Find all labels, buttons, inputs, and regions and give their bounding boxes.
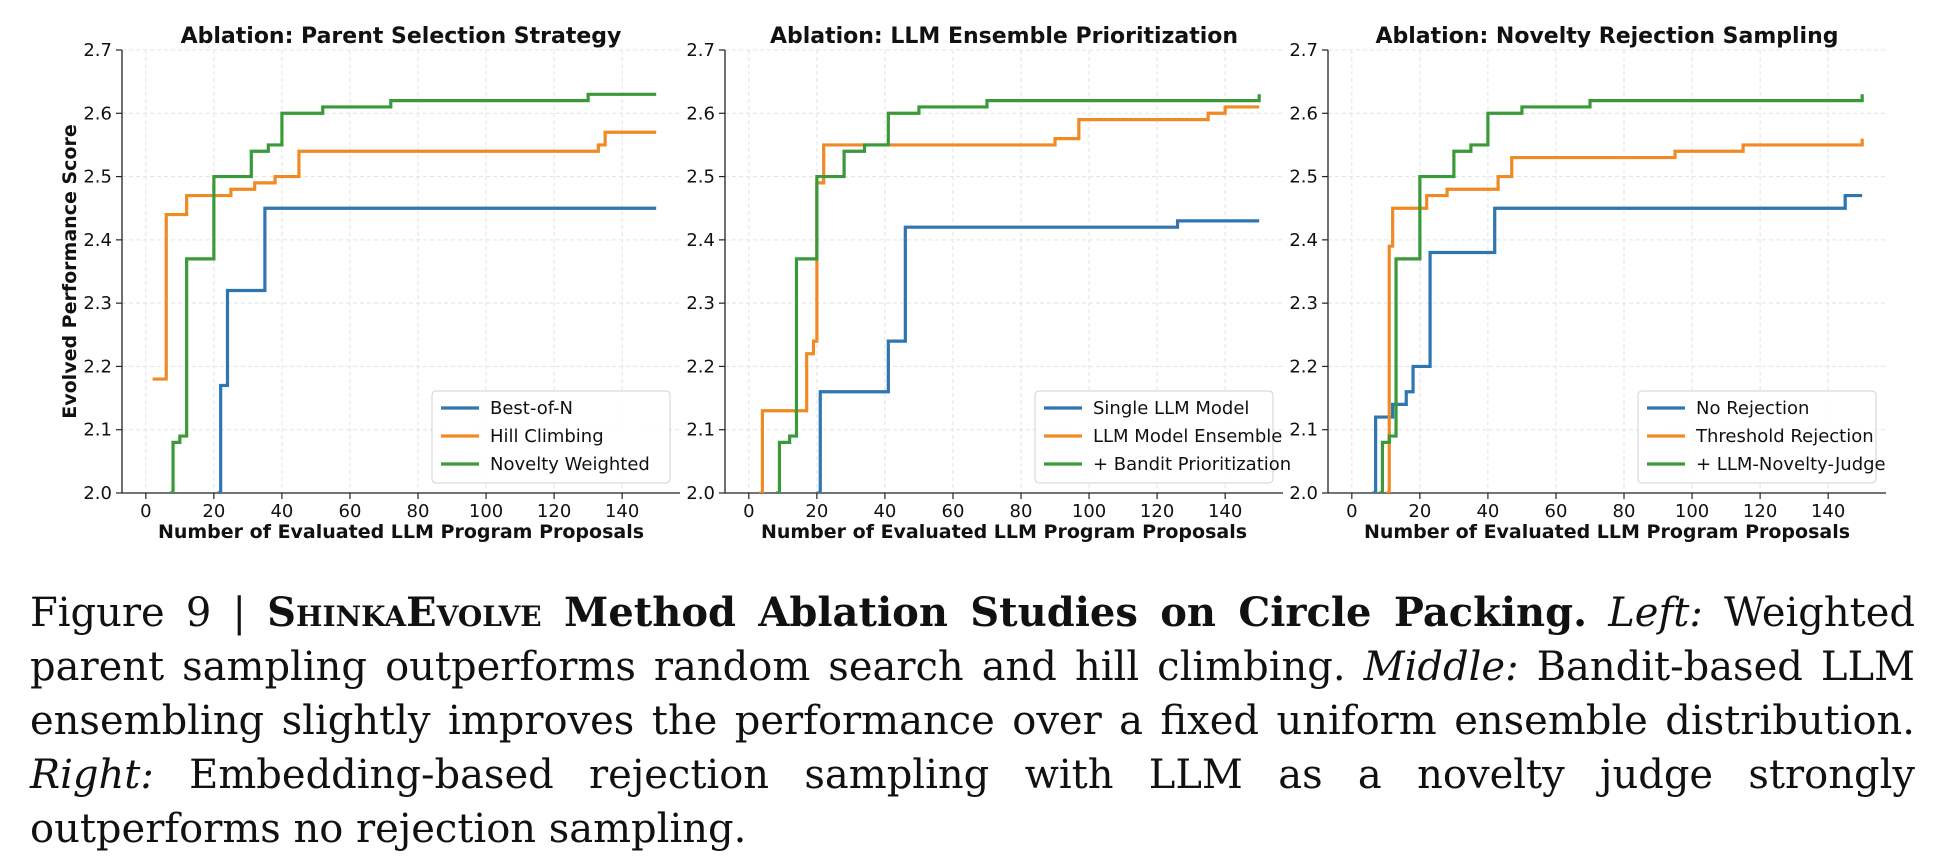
series-group <box>1372 94 1864 493</box>
series-line <box>1372 193 1863 493</box>
y-tick-label: 2.4 <box>1289 230 1318 251</box>
legend-label: Best-of-N <box>490 398 573 419</box>
series-group <box>759 94 1261 493</box>
x-tick-label: 140 <box>1208 501 1242 522</box>
y-tick-label: 2.0 <box>686 483 715 504</box>
legend-label: LLM Model Ensemble <box>1093 426 1282 447</box>
chart-title: Ablation: Parent Selection Strategy <box>181 24 622 49</box>
y-tick-label: 2.5 <box>686 167 715 188</box>
legend-box <box>1034 390 1274 484</box>
series-line <box>169 92 657 493</box>
x-tick-label: 100 <box>469 501 503 522</box>
y-tick-label: 2.1 <box>686 420 715 441</box>
legend-box <box>431 390 671 484</box>
series-line <box>217 206 657 493</box>
left-label: Left: <box>1608 590 1703 636</box>
chart-title: Ablation: Novelty Rejection Sampling <box>1375 24 1838 49</box>
x-tick-label: 60 <box>1545 501 1568 522</box>
y-tick-label: 2.6 <box>686 103 715 124</box>
x-tick-label: 40 <box>873 501 896 522</box>
x-tick-label: 120 <box>1743 501 1777 522</box>
figure-label: Figure 9 | <box>30 590 268 636</box>
x-tick-label: 40 <box>1476 501 1499 522</box>
x-tick-label: 80 <box>1613 501 1636 522</box>
chart-title: Ablation: LLM Ensemble Prioritization <box>770 24 1238 49</box>
y-tick-label: 2.7 <box>1289 40 1318 61</box>
left-text: Weighted parent sampling outperforms ran… <box>30 590 1915 690</box>
x-axis-label: Number of Evaluated LLM Program Proposal… <box>1364 521 1850 543</box>
middle-label: Middle: <box>1363 644 1519 690</box>
y-axis-label: Evolved Performance Score <box>59 124 81 418</box>
y-tick-label: 2.5 <box>83 167 112 188</box>
y-tick-label: 2.7 <box>686 40 715 61</box>
x-tick-label: 60 <box>339 501 362 522</box>
chart-panel-1: 0 20 40 60 80 100 120 140 2.0 2.1 2.2 2.3 2.4 2.5 2.6 2… <box>59 24 680 543</box>
legend-label: Novelty Weighted <box>490 454 650 475</box>
legend-label: + Bandit Prioritization <box>1093 454 1291 475</box>
y-tick-label: 2.6 <box>83 103 112 124</box>
series-line <box>1385 138 1864 493</box>
x-tick-label: 100 <box>1675 501 1709 522</box>
legend-label: Hill Climbing <box>490 426 604 447</box>
right-text: Embedding-based rejection sampling with … <box>30 752 1915 852</box>
right-label: Right: <box>30 752 154 798</box>
legend-label: Single LLM Model <box>1093 398 1249 419</box>
chart-panel-3: 0 20 40 60 80 100 120 140 2.0 2.1 2.2 2.3 2.4 2.5 2.6 2… <box>1289 24 1886 543</box>
x-tick-label: 120 <box>1140 501 1174 522</box>
y-tick-label: 2.3 <box>83 293 112 314</box>
y-tick-label: 2.6 <box>1289 103 1318 124</box>
legend-label: No Rejection <box>1696 398 1809 419</box>
y-tick-label: 2.3 <box>686 293 715 314</box>
x-tick-label: 140 <box>1811 501 1845 522</box>
y-tick-label: 2.1 <box>1289 420 1318 441</box>
y-tick-label: 2.2 <box>83 356 112 377</box>
middle-text: Bandit-based LLM ensembling slightly imp… <box>30 644 1915 744</box>
brand-name: ShinkaEvolve <box>267 589 542 636</box>
x-tick-label: 120 <box>537 501 571 522</box>
figure-caption: Figure 9 | ShinkaEvolve Method Ablation … <box>30 586 1915 856</box>
x-tick-label: 20 <box>202 501 225 522</box>
legend-label: Threshold Rejection <box>1695 426 1874 447</box>
series-group <box>152 92 657 493</box>
legend-box <box>1637 390 1877 484</box>
figure-charts: 0 20 40 60 80 100 120 140 2.0 2.1 2.2 2.3 2.4 2.5 2.6 2… <box>59 24 1886 543</box>
chart-panel-2: 0 20 40 60 80 100 120 140 2.0 2.1 2.2 2.3 2.4 2.5 2.6 2… <box>686 24 1291 543</box>
y-tick-label: 2.3 <box>1289 293 1318 314</box>
series-line <box>759 105 1260 493</box>
series-line <box>776 94 1261 493</box>
series-line <box>152 130 657 381</box>
caption-title: Method Ablation Studies on Circle Packin… <box>541 589 1588 636</box>
series-line <box>816 219 1260 493</box>
x-tick-label: 20 <box>805 501 828 522</box>
x-tick-label: 60 <box>942 501 965 522</box>
y-tick-label: 2.2 <box>1289 356 1318 377</box>
y-tick-label: 2.4 <box>686 230 715 251</box>
y-tick-label: 2.2 <box>686 356 715 377</box>
y-tick-label: 2.0 <box>1289 483 1318 504</box>
x-tick-label: 140 <box>605 501 639 522</box>
x-tick-label: 80 <box>1010 501 1033 522</box>
y-tick-label: 2.1 <box>83 420 112 441</box>
x-tick-label: 0 <box>140 501 151 522</box>
y-tick-label: 2.5 <box>1289 167 1318 188</box>
x-tick-label: 20 <box>1408 501 1431 522</box>
x-tick-label: 80 <box>407 501 430 522</box>
x-tick-label: 0 <box>743 501 754 522</box>
x-tick-label: 0 <box>1346 501 1357 522</box>
x-tick-label: 40 <box>270 501 293 522</box>
x-axis-label: Number of Evaluated LLM Program Proposal… <box>761 521 1247 543</box>
x-axis-label: Number of Evaluated LLM Program Proposal… <box>158 521 644 543</box>
y-tick-label: 2.0 <box>83 483 112 504</box>
x-tick-label: 100 <box>1072 501 1106 522</box>
series-line <box>1379 94 1864 493</box>
legend-label: + LLM-Novelty-Judge <box>1696 454 1886 475</box>
y-tick-label: 2.7 <box>83 40 112 61</box>
y-tick-label: 2.4 <box>83 230 112 251</box>
